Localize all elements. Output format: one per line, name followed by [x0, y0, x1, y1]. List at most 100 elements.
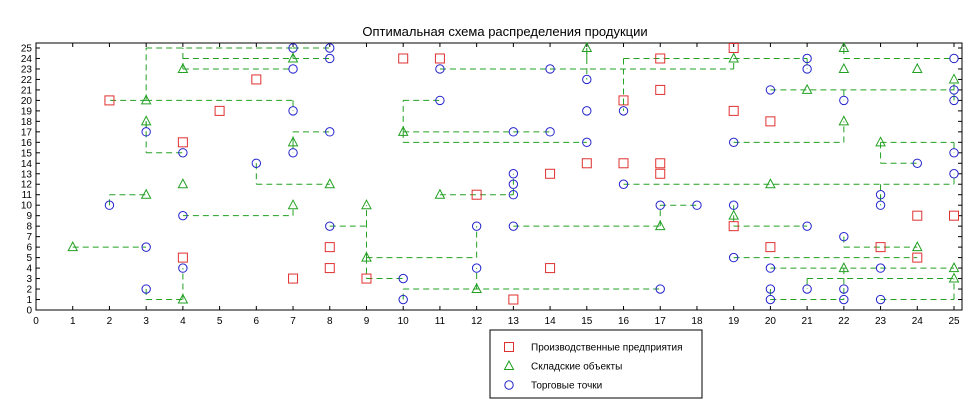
store-point	[949, 148, 959, 158]
warehouse-point	[177, 293, 189, 304]
y-tick-label: 15	[21, 148, 33, 159]
store-point	[141, 127, 151, 137]
store-point	[875, 200, 886, 210]
store-point	[618, 179, 629, 189]
x-tick-label: 14	[545, 316, 557, 327]
factory-point	[875, 242, 886, 253]
factory-point	[655, 84, 666, 95]
warehouse-point	[287, 199, 299, 210]
warehouse-point	[581, 41, 593, 52]
warehouse-point	[177, 62, 189, 73]
factory-point	[288, 273, 299, 284]
x-tick-label: 0	[33, 316, 39, 327]
factory-point	[434, 53, 445, 64]
y-tick-label: 21	[21, 85, 33, 96]
store-point	[728, 252, 739, 263]
x-tick-label: 21	[802, 316, 814, 327]
factory-point	[728, 105, 739, 116]
store-point	[178, 148, 188, 158]
store-point	[839, 294, 849, 305]
y-tick-label: 23	[21, 64, 33, 75]
store-point	[802, 53, 812, 64]
factory-point	[177, 137, 188, 148]
warehouse-point	[177, 178, 189, 189]
warehouse-point	[728, 52, 740, 63]
store-point	[582, 74, 592, 85]
y-tick-label: 13	[21, 169, 33, 180]
warehouse-point	[140, 115, 152, 126]
factory-point	[912, 210, 923, 221]
axes-layer: 0 1 2 3 4 5 6 7 8 9 10 11 12 13 14 15 16 17 18 19 20 21 22 23 24…	[21, 42, 963, 327]
warehouse-point	[654, 220, 666, 231]
warehouse-point	[838, 115, 850, 126]
store-point	[178, 263, 188, 273]
y-tick-label: 17	[21, 127, 33, 138]
y-tick-label: 1	[26, 295, 32, 306]
y-tick-label: 3	[26, 274, 32, 285]
x-tick-label: 5	[217, 316, 223, 327]
x-tick-label: 6	[254, 316, 260, 327]
factory-point	[655, 168, 666, 179]
x-tick-label: 12	[471, 316, 483, 327]
factory-point	[324, 263, 335, 274]
warehouse-point	[471, 282, 482, 294]
x-tick-label: 24	[912, 316, 924, 327]
store-point	[618, 106, 629, 116]
y-tick-label: 11	[22, 190, 33, 201]
y-tick-label: 19	[21, 106, 33, 117]
store-point	[545, 64, 555, 74]
y-tick-label: 0	[26, 306, 32, 317]
store-point	[765, 263, 776, 273]
x-tick-label: 4	[180, 316, 186, 327]
store-point	[325, 43, 335, 53]
legend: Производственные предприятия Складские об…	[489, 329, 703, 399]
factory-point	[251, 74, 262, 85]
store-point	[435, 64, 445, 74]
x-tick-label: 3	[143, 316, 149, 327]
x-tick-label: 11	[435, 316, 446, 327]
store-point	[875, 190, 886, 200]
y-tick-label: 6	[26, 243, 32, 254]
factory-point	[581, 158, 592, 169]
store-point	[325, 53, 335, 64]
x-tick-label: 18	[691, 316, 703, 327]
warehouse-point	[838, 41, 850, 52]
store-point	[288, 64, 298, 74]
store-point	[508, 127, 519, 137]
warehouse-point	[948, 272, 960, 283]
store-point	[508, 179, 519, 189]
store-point	[325, 221, 335, 231]
x-tick-label: 1	[70, 316, 76, 327]
legend-box	[489, 329, 703, 399]
y-tick-label: 8	[26, 222, 32, 233]
store-point	[655, 200, 665, 210]
store-point	[325, 127, 335, 137]
y-tick-label: 25	[21, 44, 33, 55]
store-point	[765, 294, 776, 305]
warehouse-point	[911, 241, 923, 252]
store-point	[398, 294, 408, 305]
warehouse-point	[948, 73, 960, 84]
warehouse-point	[838, 62, 850, 73]
store-point	[875, 294, 886, 305]
store-point	[839, 231, 849, 242]
y-tick-label: 18	[21, 117, 33, 128]
store-point	[471, 263, 482, 273]
store-point	[251, 158, 262, 168]
factory-point	[545, 168, 556, 179]
factory-point	[912, 252, 923, 263]
legend-label: Складские объекты	[531, 361, 622, 373]
marks-layer	[67, 41, 960, 305]
warehouse-point	[287, 136, 299, 147]
warehouse-point	[324, 178, 336, 189]
store-point	[178, 210, 188, 221]
store-point	[802, 221, 812, 231]
y-tick-label: 20	[21, 96, 33, 107]
x-tick-label: 23	[875, 316, 887, 327]
warehouse-point	[67, 241, 79, 252]
store-point	[508, 169, 519, 179]
x-tick-label: 15	[581, 316, 593, 327]
y-tick-label: 14	[21, 159, 33, 170]
x-tick-label: 8	[327, 316, 333, 327]
factory-point	[618, 158, 629, 169]
